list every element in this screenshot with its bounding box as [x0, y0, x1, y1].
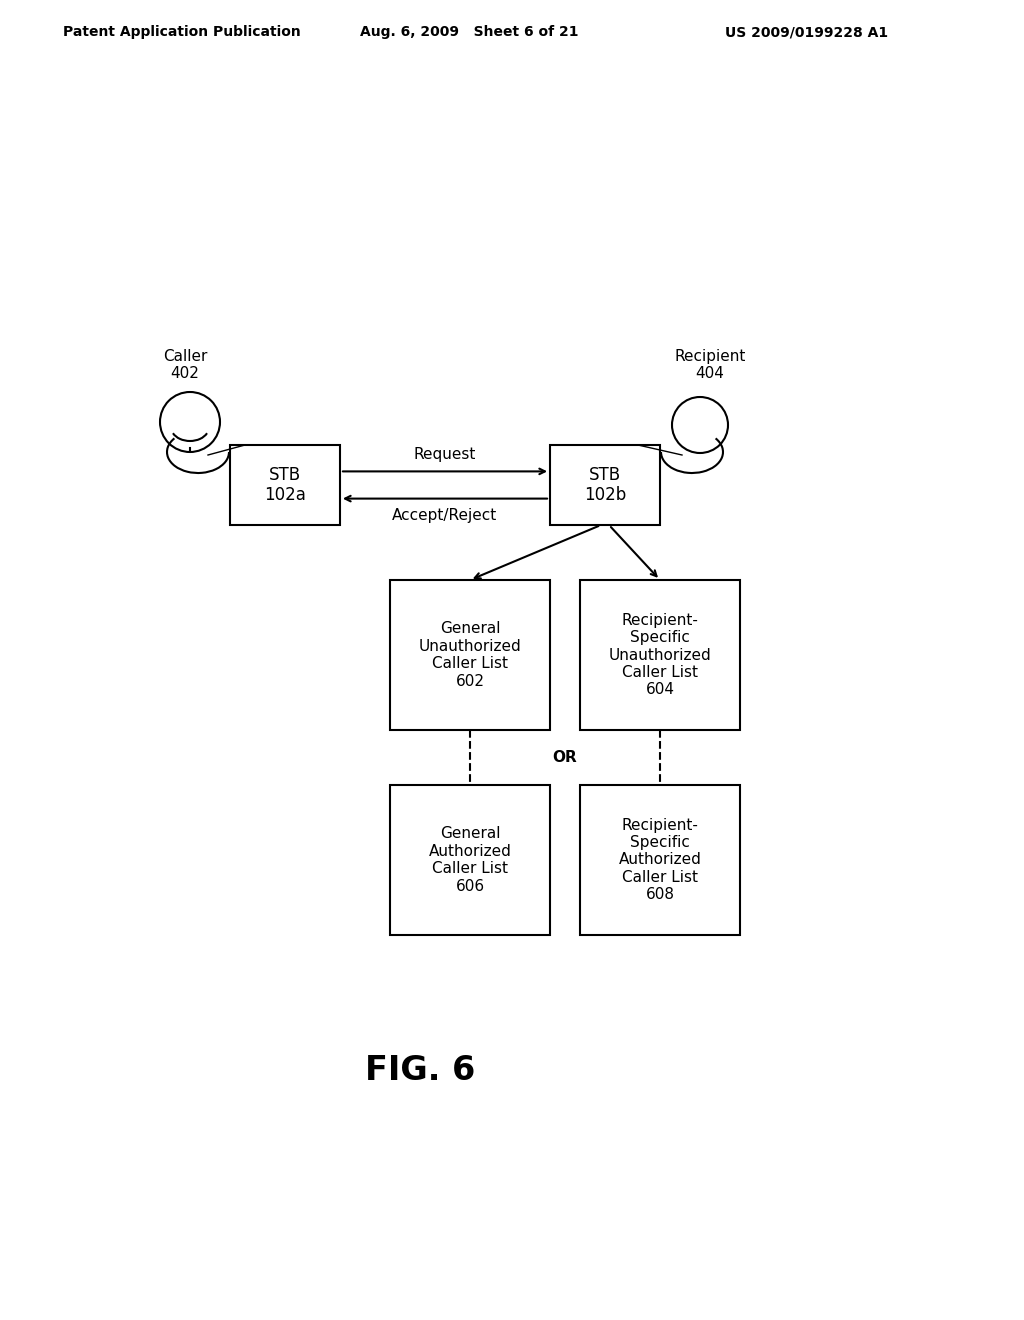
FancyBboxPatch shape [580, 579, 740, 730]
FancyBboxPatch shape [580, 785, 740, 935]
Text: Patent Application Publication: Patent Application Publication [63, 25, 301, 40]
Text: Recipient-
Specific
Unauthorized
Caller List
604: Recipient- Specific Unauthorized Caller … [608, 612, 712, 697]
Text: Recipient-
Specific
Authorized
Caller List
608: Recipient- Specific Authorized Caller Li… [618, 817, 701, 903]
Text: General
Authorized
Caller List
606: General Authorized Caller List 606 [429, 826, 511, 894]
Text: Accept/Reject: Accept/Reject [392, 508, 498, 523]
Text: STB
102a: STB 102a [264, 466, 306, 504]
Text: STB
102b: STB 102b [584, 466, 626, 504]
Text: FIG. 6: FIG. 6 [365, 1053, 475, 1086]
FancyBboxPatch shape [550, 445, 660, 525]
FancyBboxPatch shape [390, 579, 550, 730]
Text: OR: OR [553, 750, 578, 766]
Text: General
Unauthorized
Caller List
602: General Unauthorized Caller List 602 [419, 622, 521, 689]
FancyBboxPatch shape [390, 785, 550, 935]
Text: Aug. 6, 2009   Sheet 6 of 21: Aug. 6, 2009 Sheet 6 of 21 [360, 25, 579, 40]
Text: Recipient
404: Recipient 404 [675, 348, 745, 381]
FancyBboxPatch shape [230, 445, 340, 525]
Text: Request: Request [414, 447, 476, 462]
Text: Caller
402: Caller 402 [163, 348, 207, 381]
Text: US 2009/0199228 A1: US 2009/0199228 A1 [725, 25, 888, 40]
